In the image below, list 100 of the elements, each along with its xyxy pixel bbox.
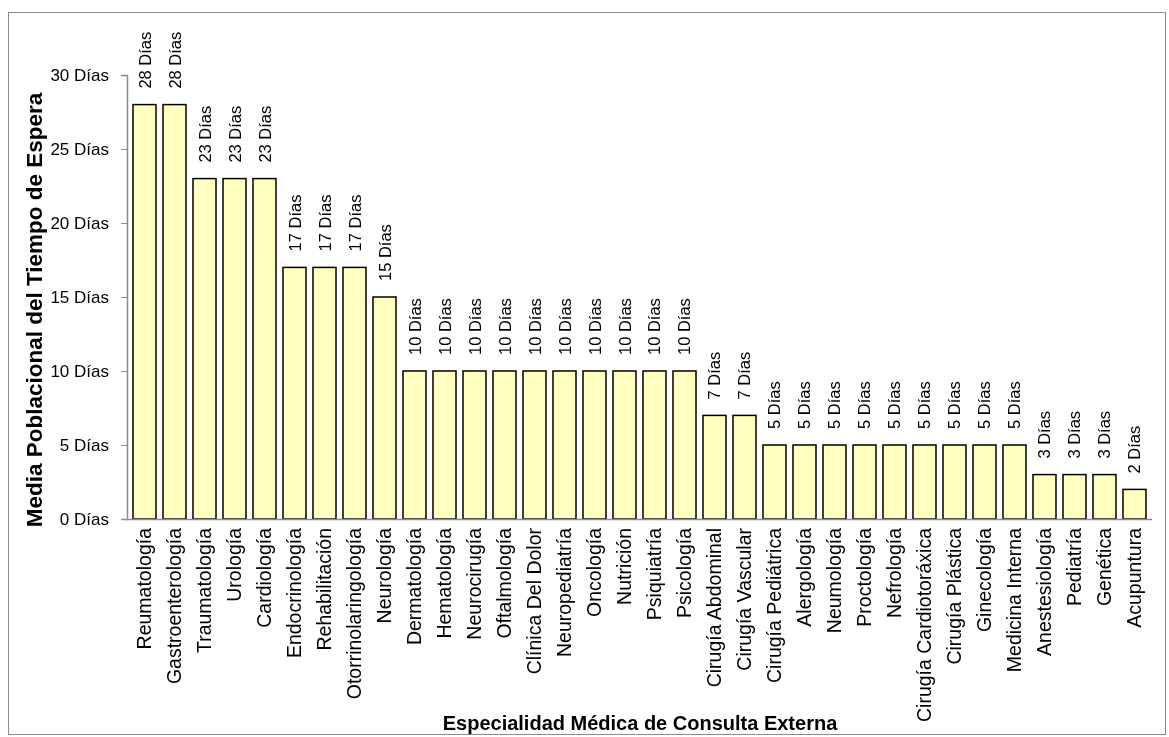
- data-label: 17 Días: [345, 194, 364, 252]
- bar: [432, 370, 457, 520]
- bar: [822, 444, 847, 520]
- data-label: 10 Días: [465, 298, 484, 355]
- bar: [582, 370, 607, 520]
- data-label: 15 Días: [375, 224, 394, 281]
- y-tick-label: 30 Días: [50, 65, 109, 85]
- data-label: 23 Días: [255, 105, 274, 163]
- x-tick-label: Neumología: [823, 527, 846, 634]
- data-label: 3 Días: [1095, 410, 1114, 459]
- x-tick-label: Hematología: [433, 527, 456, 639]
- data-label: 5 Días: [1005, 381, 1024, 429]
- bar: [702, 414, 727, 520]
- bar: [882, 444, 907, 520]
- data-label: 5 Días: [765, 381, 784, 429]
- data-label: 5 Días: [825, 381, 844, 429]
- bar: [972, 444, 997, 520]
- bar: [492, 370, 517, 520]
- data-label: 23 Días: [195, 105, 214, 163]
- data-label: 7 Días: [705, 351, 724, 400]
- x-tick-label: Oncología: [583, 527, 606, 617]
- data-label: 2 Días: [1125, 425, 1144, 474]
- bar: [1032, 473, 1057, 520]
- data-label: 5 Días: [795, 381, 814, 429]
- x-tick-label: Rehabilitación: [313, 528, 336, 651]
- y-tick-label: 20 Días: [50, 213, 109, 233]
- bar: [222, 177, 247, 520]
- x-tick-label: Cirugía Vascular: [733, 527, 756, 671]
- data-label: 10 Días: [555, 298, 574, 355]
- bar: [1062, 473, 1087, 520]
- x-tick-label: Reumatología: [133, 527, 156, 650]
- y-tick-label: 10 Días: [50, 361, 109, 381]
- data-label: 28 Días: [135, 31, 154, 89]
- x-tick-label: Ginecología: [973, 527, 996, 633]
- bar: [252, 177, 277, 520]
- x-tick-label: Neurología: [373, 527, 396, 624]
- x-tick-label: Cirugía Plástica: [943, 527, 966, 665]
- x-tick-label: Otorrinolaringología: [343, 527, 366, 700]
- data-label: 5 Días: [915, 381, 934, 429]
- data-label: 5 Días: [885, 381, 904, 429]
- data-label: 7 Días: [735, 351, 754, 400]
- bar: [282, 266, 307, 520]
- data-label: 5 Días: [975, 381, 994, 429]
- bar: [942, 444, 967, 520]
- data-label: 10 Días: [435, 298, 454, 355]
- x-tick-label: Clínica Del Dolor: [523, 527, 546, 675]
- x-tick-label: Endocrinología: [283, 527, 306, 659]
- bar: [312, 266, 337, 520]
- data-label: 5 Días: [945, 381, 964, 429]
- x-tick-label: Neuropediatría: [553, 527, 576, 657]
- x-tick-label: Cirugía Pediátrica: [763, 527, 786, 683]
- x-tick-label: Psicología: [673, 527, 696, 618]
- bar: [792, 444, 817, 520]
- bar: [912, 444, 937, 520]
- x-tick-label: Genética: [1093, 527, 1116, 607]
- data-label: 10 Días: [675, 298, 694, 355]
- bar: [192, 177, 217, 520]
- bar: [162, 103, 187, 520]
- bar: [672, 370, 697, 520]
- x-tick-label: Dermatología: [403, 527, 426, 646]
- x-tick-label: Traumatología: [193, 527, 216, 654]
- bar: [552, 370, 577, 520]
- x-tick-label: Cirugía Abdominal: [703, 528, 726, 688]
- x-tick-label: Pediatría: [1063, 527, 1086, 607]
- y-tick-label: 5 Días: [59, 435, 109, 455]
- bar: [732, 414, 757, 520]
- data-label: 3 Días: [1065, 410, 1084, 459]
- bar: [462, 370, 487, 520]
- x-tick-label: Anestesiología: [1033, 527, 1056, 656]
- x-tick-label: Urología: [223, 527, 246, 602]
- x-axis-title: Especialidad Médica de Consulta Externa: [442, 712, 839, 734]
- x-tick-label: Nefrología: [883, 527, 906, 618]
- data-label: 17 Días: [285, 194, 304, 252]
- bar: [1122, 488, 1147, 520]
- bar: [522, 370, 547, 520]
- data-label: 10 Días: [525, 298, 544, 355]
- x-tick-label: Gastroenterología: [163, 527, 186, 685]
- y-axis-title: Media Poblacional del Tiempo de Espera: [22, 92, 47, 528]
- bar: [132, 103, 157, 520]
- x-tick-label: Oftalmología: [493, 527, 516, 639]
- bar: [372, 296, 397, 520]
- bar: [342, 266, 367, 520]
- bar: [1092, 473, 1117, 520]
- data-label: 17 Días: [315, 194, 334, 252]
- x-tick-label: Cirugía Cardiotoráxica: [913, 527, 936, 723]
- x-tick-label: Nutrición: [613, 528, 636, 605]
- bar: [852, 444, 877, 520]
- data-label: 23 Días: [225, 105, 244, 163]
- x-tick-label: Proctología: [853, 527, 876, 627]
- y-tick-label: 0 Días: [59, 509, 109, 529]
- bar: [642, 370, 667, 520]
- bar: [762, 444, 787, 520]
- x-tick-label: Medicina Interna: [1003, 527, 1026, 673]
- data-label: 5 Días: [855, 381, 874, 429]
- bar: [402, 370, 427, 520]
- data-label: 10 Días: [645, 298, 664, 355]
- x-tick-label: Cardiología: [253, 527, 276, 628]
- bar: [612, 370, 637, 520]
- data-label: 28 Días: [165, 31, 184, 89]
- y-tick-label: 25 Días: [50, 139, 109, 159]
